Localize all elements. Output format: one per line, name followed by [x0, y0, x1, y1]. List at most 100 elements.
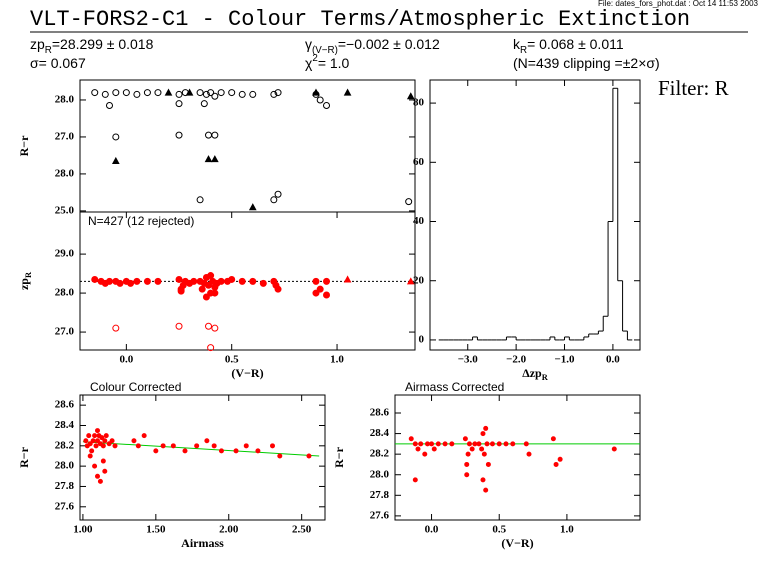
- point: [217, 277, 225, 285]
- text-part: R: [520, 45, 527, 56]
- point: [503, 441, 509, 447]
- point: [429, 441, 435, 447]
- point: [211, 283, 219, 291]
- point: [526, 451, 532, 457]
- file-info: File: dates_fors_phot.dat : Oct 14 11:53…: [598, 0, 759, 8]
- point: [480, 431, 486, 437]
- fit-statistic: σ= 0.067: [30, 55, 86, 71]
- point: [90, 438, 96, 444]
- point: [103, 433, 109, 439]
- text-part: σ= 0.067: [30, 55, 86, 71]
- point: [91, 275, 99, 283]
- y-tick-label: 28.6: [55, 399, 75, 411]
- point: [277, 453, 283, 459]
- point: [510, 441, 516, 447]
- point: [154, 89, 162, 97]
- point: [194, 443, 200, 449]
- panel-title: Airmass Corrected: [405, 380, 504, 394]
- point: [198, 285, 206, 293]
- point: [92, 433, 98, 439]
- point: [109, 438, 115, 444]
- point: [462, 436, 468, 442]
- point: [211, 443, 217, 449]
- point: [316, 96, 324, 104]
- point: [100, 458, 106, 464]
- y-tick-label: 28.2: [55, 439, 75, 451]
- point: [415, 446, 421, 452]
- y-tick-label: 28.0: [55, 287, 75, 299]
- point: [343, 275, 352, 283]
- point: [170, 443, 176, 449]
- point: [489, 441, 495, 447]
- fit-statistic: γ(V−R)=−0.002 ± 0.012: [305, 36, 440, 56]
- point: [205, 322, 213, 330]
- point: [185, 88, 194, 96]
- point: [274, 190, 282, 198]
- x-tick-label: 0.0: [425, 524, 439, 536]
- point: [481, 451, 487, 457]
- text-part: γ: [305, 36, 312, 52]
- point: [154, 277, 162, 285]
- annotation: N=427 (12 rejected): [88, 214, 194, 228]
- point: [127, 279, 135, 287]
- point: [228, 89, 236, 97]
- point: [422, 451, 428, 457]
- point: [111, 156, 120, 164]
- text-part: R: [45, 45, 52, 56]
- point: [472, 441, 478, 447]
- y-tick-label: 27.0: [55, 326, 75, 338]
- point: [207, 289, 215, 297]
- point: [464, 472, 470, 478]
- point: [204, 155, 213, 163]
- text-part: Airmass: [181, 536, 224, 550]
- point: [412, 477, 418, 483]
- point: [217, 89, 225, 97]
- point: [483, 425, 489, 431]
- fit-statistic: zpR=28.299 ± 0.018: [30, 36, 154, 56]
- point: [175, 131, 183, 139]
- point: [92, 463, 98, 469]
- point: [207, 344, 215, 352]
- x-axis-label: (V−R): [231, 366, 263, 380]
- y-tick-label: 28.4: [55, 419, 75, 431]
- x-tick-label: 0.5: [492, 524, 506, 536]
- text-part: R−r: [17, 135, 31, 157]
- point: [160, 443, 166, 449]
- point: [476, 441, 482, 447]
- point: [141, 433, 147, 439]
- point: [270, 196, 278, 204]
- point: [228, 275, 236, 283]
- fit-statistic: χ2= 1.0: [305, 53, 350, 71]
- text-part: zp: [30, 36, 45, 52]
- y-tick-label: 60: [413, 156, 425, 168]
- point: [153, 448, 159, 454]
- x-axis-label: Airmass: [181, 536, 224, 550]
- fit-statistic: (N=439 clipping =±2×σ): [513, 55, 660, 71]
- point: [211, 155, 219, 163]
- point: [249, 90, 257, 98]
- point: [449, 441, 455, 447]
- point: [175, 90, 183, 98]
- point: [182, 448, 188, 454]
- point: [316, 285, 324, 293]
- point: [412, 441, 418, 447]
- point: [483, 487, 489, 493]
- point: [101, 90, 109, 98]
- text-part: R−r: [332, 446, 346, 468]
- x-tick-label: 1.50: [146, 524, 166, 536]
- y-tick-label: 28.4: [370, 427, 390, 439]
- point: [496, 441, 502, 447]
- point: [323, 291, 331, 299]
- point: [105, 277, 113, 285]
- point: [95, 438, 100, 444]
- plot-frame: [79, 394, 326, 521]
- y-axis-label: R−r: [332, 446, 346, 468]
- point: [175, 322, 183, 330]
- point: [200, 100, 208, 108]
- point: [133, 90, 141, 98]
- plot-frame: [394, 394, 641, 521]
- y-tick-label: 27.0: [55, 130, 75, 142]
- point: [435, 441, 441, 447]
- point: [93, 443, 99, 449]
- x-tick-label: −3.0: [458, 354, 479, 366]
